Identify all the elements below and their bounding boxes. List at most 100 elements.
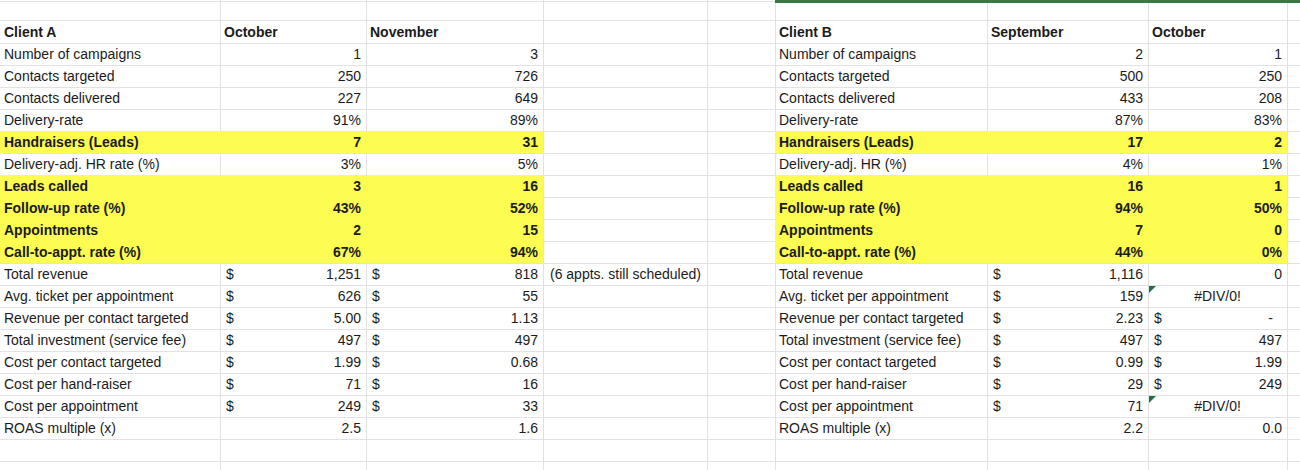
cell-client-b-row14-value2[interactable]: $497 [1148, 329, 1287, 351]
cell-client-b-row3-label[interactable]: Contacts delivered [775, 87, 987, 109]
cell-client-b-row17-label[interactable]: Cost per appointment [775, 395, 987, 417]
cell-client-b-row5-value1[interactable]: 17 [987, 131, 1148, 153]
cell-client-b-row15-label[interactable]: Cost per contact targeted [775, 351, 987, 373]
cell-client-b-row17-value1[interactable]: $71 [987, 395, 1148, 417]
cell-client-a-row14-value1[interactable]: $497 [220, 329, 366, 351]
cell-client-a-row9-value1[interactable]: 2 [220, 219, 366, 241]
cell-client-b-row11-value2[interactable]: 0 [1148, 263, 1287, 285]
cell-client-a-row6-value2[interactable]: 5% [366, 153, 543, 175]
cell-client-a-row1-value2[interactable]: 3 [366, 43, 543, 65]
cell-client-a-row11-value2[interactable]: $818 [366, 263, 543, 285]
cell-client-b-row13-value1[interactable]: $2.23 [987, 307, 1148, 329]
cell-client-a-row4-value2[interactable]: 89% [366, 109, 543, 131]
cell-client-a-row3-value1[interactable]: 227 [220, 87, 366, 109]
cell-client-a-row11-label[interactable]: Total revenue [0, 263, 220, 285]
cell-client-b-row2-value2[interactable]: 250 [1148, 65, 1287, 87]
cell-client-b-row1-value1[interactable]: 2 [987, 43, 1148, 65]
cell-client-a-row2-value1[interactable]: 250 [220, 65, 366, 87]
cell-client-a-row8-value2[interactable]: 52% [366, 197, 543, 219]
cell-client-a-row17-label[interactable]: Cost per appointment [0, 395, 220, 417]
cell-client-a-row7-value2[interactable]: 16 [366, 175, 543, 197]
cell-client-b-row4-label[interactable]: Delivery-rate [775, 109, 987, 131]
cell-client-b-row14-label[interactable]: Total investment (service fee) [775, 329, 987, 351]
cell-client-a-row3-label[interactable]: Contacts delivered [0, 87, 220, 109]
cell-client-b-row6-label[interactable]: Delivery-adj. HR (%) [775, 153, 987, 175]
cell-client-b-row12-label[interactable]: Avg. ticket per appointment [775, 285, 987, 307]
cell-client-b-row18-label[interactable]: ROAS multiple (x) [775, 417, 987, 439]
cell-client-a-row5-value1[interactable]: 7 [220, 131, 366, 153]
cell-client-b-row15-value1[interactable]: $0.99 [987, 351, 1148, 373]
cell-client-b-row9-label[interactable]: Appointments [775, 219, 987, 241]
cell-client-a-row11-note[interactable]: (6 appts. still scheduled) [546, 263, 796, 285]
cell-client-a-row6-value1[interactable]: 3% [220, 153, 366, 175]
cell-client-b-row7-value2[interactable]: 1 [1148, 175, 1287, 197]
cell-client-b-row4-value2[interactable]: 83% [1148, 109, 1287, 131]
cell-client-b-row6-value1[interactable]: 4% [987, 153, 1148, 175]
cell-client-a-row3-value2[interactable]: 649 [366, 87, 543, 109]
cell-client-a-row12-label[interactable]: Avg. ticket per appointment [0, 285, 220, 307]
cell-client-b-row18-value1[interactable]: 2.2 [987, 417, 1148, 439]
cell-client-a-row16-label[interactable]: Cost per hand-raiser [0, 373, 220, 395]
cell-client-b-row3-value1[interactable]: 433 [987, 87, 1148, 109]
cell-client-b-row10-label[interactable]: Call-to-appt. rate (%) [775, 241, 987, 263]
cell-client-b-row16-value2[interactable]: $249 [1148, 373, 1287, 395]
cell-client-a-row18-value1[interactable]: 2.5 [220, 417, 366, 439]
cell-client-b-row16-label[interactable]: Cost per hand-raiser [775, 373, 987, 395]
cell-client-a-row1-value1[interactable]: 1 [220, 43, 366, 65]
cell-client-a-row7-label[interactable]: Leads called [0, 175, 220, 197]
cell-client-b-row2-label[interactable]: Contacts targeted [775, 65, 987, 87]
cell-client-b-row5-value2[interactable]: 2 [1148, 131, 1287, 153]
cell-client-b-row14-value1[interactable]: $497 [987, 329, 1148, 351]
cell-client-b-row4-value1[interactable]: 87% [987, 109, 1148, 131]
cell-client-a-row15-value1[interactable]: $1.99 [220, 351, 366, 373]
cell-client-a-row17-value1[interactable]: $249 [220, 395, 366, 417]
cell-client-a-row17-value2[interactable]: $33 [366, 395, 543, 417]
cell-client-b-row10-value2[interactable]: 0% [1148, 241, 1287, 263]
cell-client-b-row17-value2[interactable]: #DIV/0! [1148, 395, 1287, 417]
cell-client-b-row8-label[interactable]: Follow-up rate (%) [775, 197, 987, 219]
cell-client-a-header-name[interactable]: Client A [0, 20, 220, 43]
cell-client-a-row18-value2[interactable]: 1.6 [366, 417, 543, 439]
cell-client-b-row16-value1[interactable]: $29 [987, 373, 1148, 395]
cell-client-a-row7-value1[interactable]: 3 [220, 175, 366, 197]
cell-client-a-row4-value1[interactable]: 91% [220, 109, 366, 131]
cell-client-b-row11-value1[interactable]: $1,116 [987, 263, 1148, 285]
cell-client-b-row1-value2[interactable]: 1 [1148, 43, 1287, 65]
cell-client-b-row7-value1[interactable]: 16 [987, 175, 1148, 197]
cell-client-a-row1-label[interactable]: Number of campaigns [0, 43, 220, 65]
cell-client-b-row13-label[interactable]: Revenue per contact targeted [775, 307, 987, 329]
cell-client-a-row15-value2[interactable]: $0.68 [366, 351, 543, 373]
cell-client-b-row12-value1[interactable]: $159 [987, 285, 1148, 307]
cell-client-b-row8-value2[interactable]: 50% [1148, 197, 1287, 219]
cell-client-b-row9-value1[interactable]: 7 [987, 219, 1148, 241]
cell-client-a-row13-value1[interactable]: $5.00 [220, 307, 366, 329]
cell-client-a-row16-value1[interactable]: $71 [220, 373, 366, 395]
cell-client-a-row4-label[interactable]: Delivery-rate [0, 109, 220, 131]
cell-client-b-header-name[interactable]: Client B [775, 20, 987, 43]
cell-client-a-row10-value2[interactable]: 94% [366, 241, 543, 263]
cell-client-b-row6-value2[interactable]: 1% [1148, 153, 1287, 175]
cell-client-a-row5-value2[interactable]: 31 [366, 131, 543, 153]
cell-client-a-row10-value1[interactable]: 67% [220, 241, 366, 263]
cell-client-b-header-period-2[interactable]: October [1148, 20, 1287, 43]
cell-client-b-row13-value2[interactable]: $- [1148, 307, 1287, 329]
cell-client-b-row3-value2[interactable]: 208 [1148, 87, 1287, 109]
cell-client-a-row12-value1[interactable]: $626 [220, 285, 366, 307]
cell-client-a-row15-label[interactable]: Cost per contact targeted [0, 351, 220, 373]
cell-client-a-row14-value2[interactable]: $497 [366, 329, 543, 351]
cell-client-a-row13-value2[interactable]: $1.13 [366, 307, 543, 329]
cell-client-b-row15-value2[interactable]: $1.99 [1148, 351, 1287, 373]
cell-client-a-row10-label[interactable]: Call-to-appt. rate (%) [0, 241, 220, 263]
cell-client-a-header-period-2[interactable]: November [366, 20, 543, 43]
cell-client-a-row9-label[interactable]: Appointments [0, 219, 220, 241]
cell-client-a-row14-label[interactable]: Total investment (service fee) [0, 329, 220, 351]
cell-client-b-row7-label[interactable]: Leads called [775, 175, 987, 197]
cell-client-a-row18-label[interactable]: ROAS multiple (x) [0, 417, 220, 439]
cell-client-a-row5-label[interactable]: Handraisers (Leads) [0, 131, 220, 153]
cell-client-b-row9-value2[interactable]: 0 [1148, 219, 1287, 241]
cell-client-b-row10-value1[interactable]: 44% [987, 241, 1148, 263]
cell-client-b-header-period-1[interactable]: September [987, 20, 1148, 43]
cell-client-a-row9-value2[interactable]: 15 [366, 219, 543, 241]
cell-client-a-row16-value2[interactable]: $16 [366, 373, 543, 395]
cell-client-a-row2-label[interactable]: Contacts targeted [0, 65, 220, 87]
